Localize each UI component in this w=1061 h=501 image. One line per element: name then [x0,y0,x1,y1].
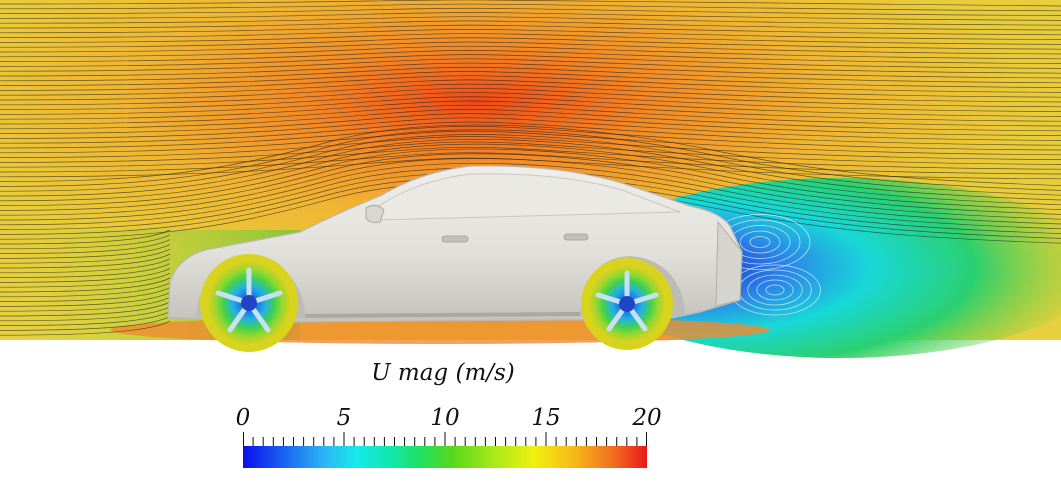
streamline [0,316,171,331]
wake-vortex-line [756,279,794,301]
streamline [0,157,1061,180]
streamline [0,71,1061,88]
wake-vortex-line [747,274,803,306]
streamline [0,282,171,298]
streamline [0,306,171,322]
streamline [0,130,1061,156]
streamlines [0,0,1061,336]
streamline [0,125,1061,151]
streamline [0,124,1061,186]
streamline [0,79,1061,98]
streamline [0,33,1061,45]
streamline [0,66,1061,84]
streamline [0,109,1061,132]
streamline [0,292,171,307]
streamline [0,143,1061,206]
streamline [0,134,1061,196]
colorbar-ticks [243,432,647,446]
streamline [0,263,171,278]
door-handle-rear [563,233,589,241]
streamline [0,96,1061,117]
streamline [0,158,1061,220]
streamline [0,277,171,293]
window-area [367,173,681,221]
legend-tick-label: 10 [430,405,460,431]
legend-tick-label: 0 [235,405,251,431]
streamline [0,258,171,274]
legend-title: U mag (m/s) [371,360,515,386]
streamline [0,20,1061,31]
streamline [0,104,1061,127]
wake-vortex-line [765,284,785,296]
streamline [0,62,1061,79]
wake-vortex-line [749,236,771,248]
streamline [0,248,171,264]
streamline [0,239,171,254]
streamline [0,24,1061,36]
streamline [0,287,171,302]
streamline [0,50,1061,64]
streamline [0,153,1061,215]
streamline [0,234,171,250]
rocker-panel [299,312,581,318]
streamline [0,320,171,336]
streamline [0,58,1061,74]
streamline [0,268,171,283]
streamline [0,136,1061,160]
legend-tick-label: 5 [336,405,352,431]
streamline [0,272,171,288]
colorbar [243,446,647,468]
streamline [0,83,1061,103]
streamline [0,3,1061,12]
streamline [0,121,1061,146]
streamline [0,141,1061,165]
legend-tick-label: 15 [531,405,561,431]
streamline [0,92,1061,112]
streamline [0,244,171,259]
streamline [0,163,1061,225]
streamline [0,45,1061,60]
streamline [0,113,1061,136]
front-wheel-icon [200,254,298,352]
streamline [0,87,1061,108]
streamline [0,311,171,326]
streamline [0,16,1061,26]
streamline [0,253,171,269]
mirror [365,204,385,223]
streamline [0,41,1061,55]
streamline [0,301,171,317]
streamline [0,37,1061,50]
streamline [0,28,1061,40]
legend-tick-label: 20 [632,405,662,431]
streamline [0,296,171,312]
streamline [0,12,1061,21]
streamline [0,75,1061,93]
rear-wheel-icon [581,258,673,350]
streamline [0,7,1061,16]
wake-vortex-line [739,230,781,254]
streamline [0,152,1061,175]
streamline [0,148,1061,210]
streamline [0,54,1061,69]
tail-section [715,220,743,307]
streamline [0,229,171,245]
streamline [0,100,1061,122]
streamline [0,129,1061,191]
streamline [0,117,1061,141]
streamline [0,139,1061,201]
door-handle-front [441,235,469,243]
streamline [0,146,1061,170]
